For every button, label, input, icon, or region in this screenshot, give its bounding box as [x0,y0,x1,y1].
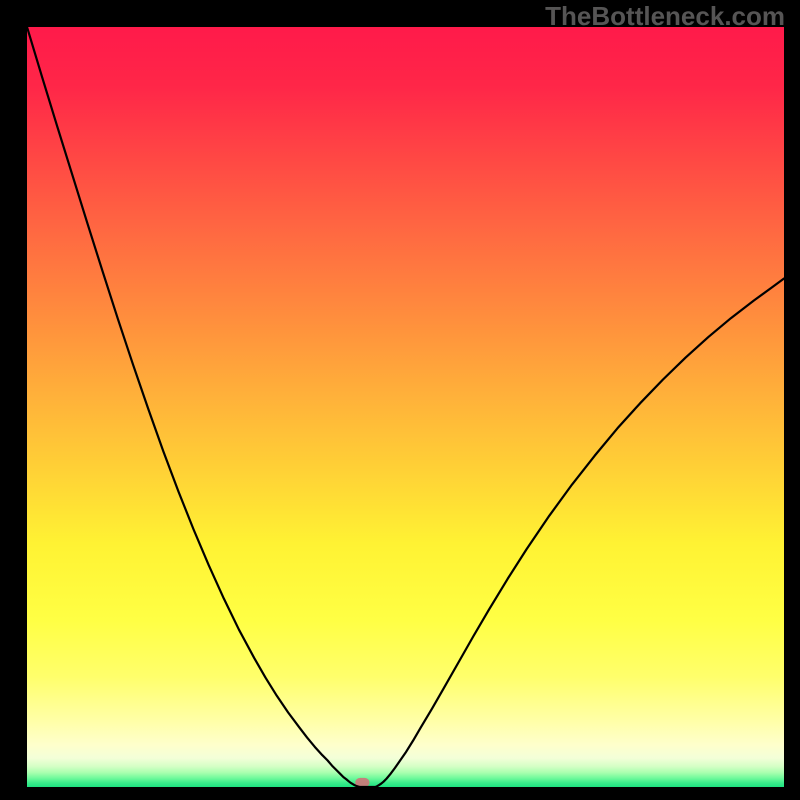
chart-background [27,27,784,787]
chart-plot-area [27,27,784,787]
watermark-attribution: TheBottleneck.com [545,1,785,32]
chart-svg [27,27,784,787]
